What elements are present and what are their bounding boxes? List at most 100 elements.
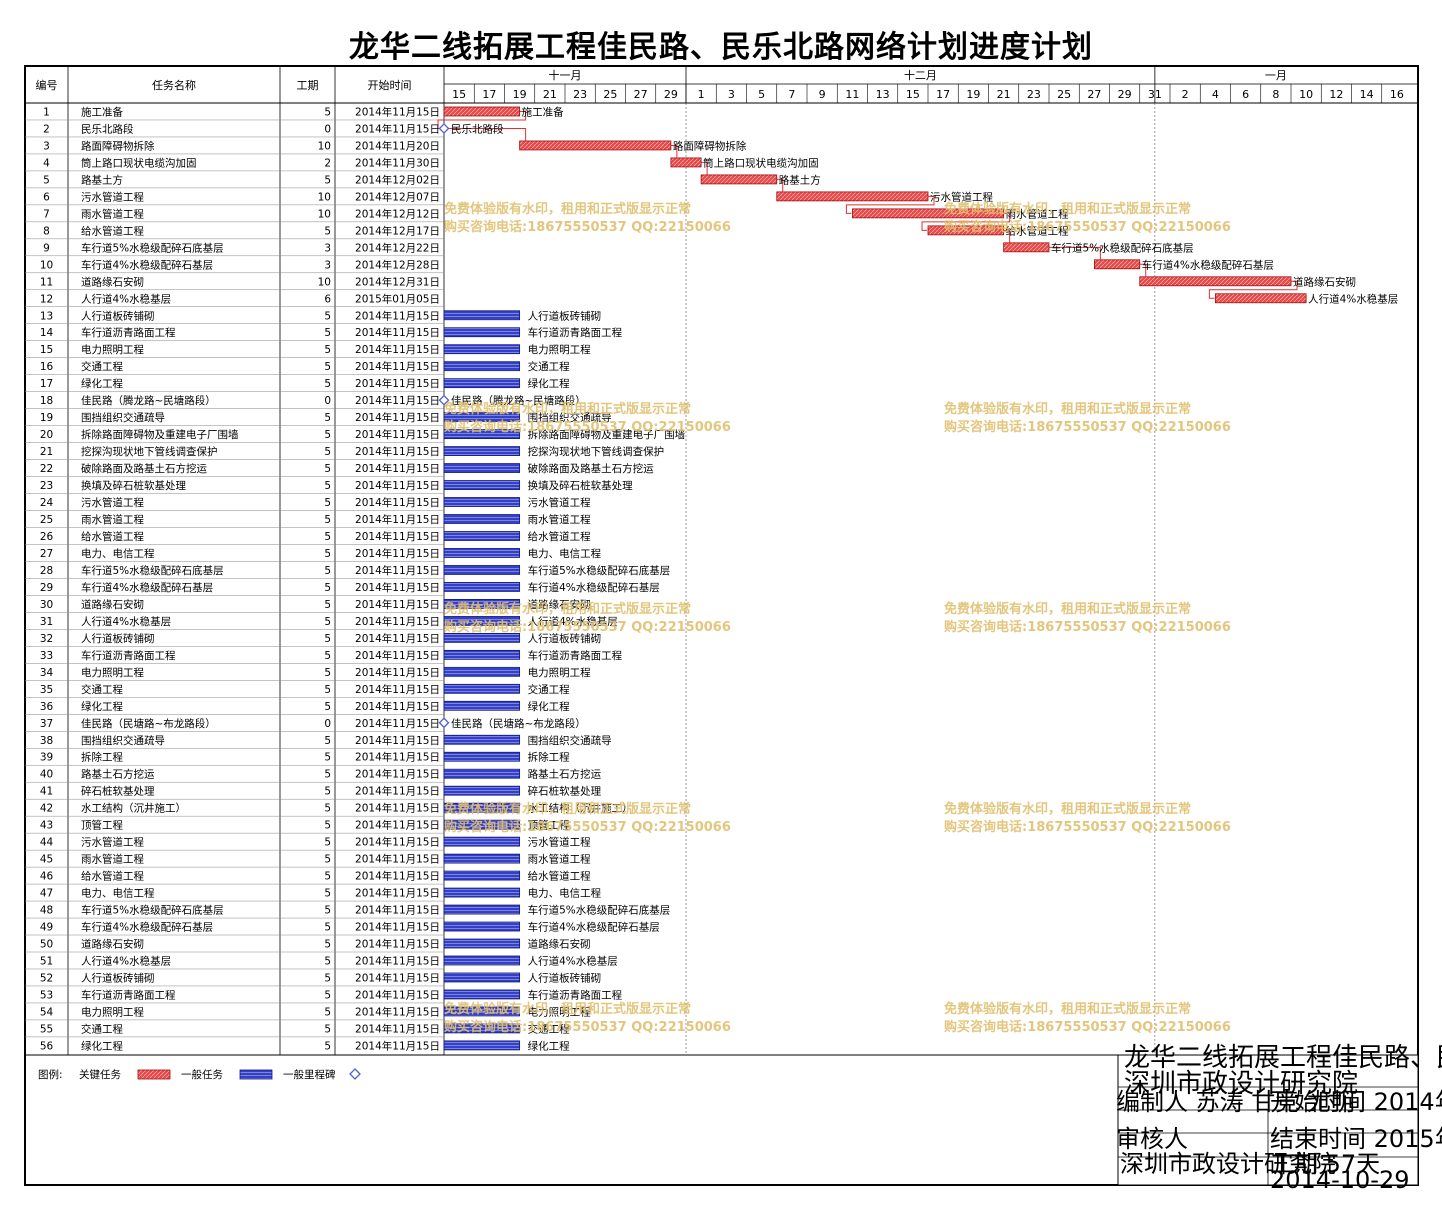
normal-task-bar <box>443 463 521 473</box>
row-start-time: 2014年11月15日 <box>355 904 440 917</box>
task-bar-label: 交通工程 <box>528 683 570 696</box>
task-bar-label: 雨水管道工程 <box>528 513 591 526</box>
row-duration: 5 <box>324 922 331 934</box>
row-task-name: 给水管道工程 <box>81 530 144 543</box>
day-tick-label: 9 <box>819 88 826 101</box>
row-task-name: 绿化工程 <box>81 1039 123 1052</box>
row-id: 18 <box>40 395 53 407</box>
normal-task-bar <box>443 955 521 966</box>
row-duration: 5 <box>324 446 331 458</box>
row-start-time: 2014年11月15日 <box>355 445 440 458</box>
normal-task-bar <box>443 310 521 321</box>
row-task-name: 绿化工程 <box>81 377 123 390</box>
row-id: 14 <box>40 327 54 339</box>
critical-task-bar <box>776 191 929 202</box>
row-id: 27 <box>40 548 53 560</box>
row-start-time: 2014年11月15日 <box>355 394 440 407</box>
normal-task-bar <box>443 649 521 660</box>
row-id: 56 <box>40 1040 54 1052</box>
day-tick-label: 6 <box>1242 88 1249 101</box>
critical-task-bar <box>1093 259 1141 270</box>
row-duration: 3 <box>324 259 331 271</box>
row-start-time: 2014年11月15日 <box>355 122 440 135</box>
row-task-name: 筒上路口现状电缆沟加固 <box>81 156 197 169</box>
row-start-time: 2014年11月15日 <box>355 1039 440 1052</box>
row-start-time: 2014年11月15日 <box>355 462 440 475</box>
month-label: 一月 <box>1265 69 1287 82</box>
normal-task-bar <box>443 683 521 694</box>
task-bar-label: 人行道板砖铺砌 <box>528 309 602 322</box>
row-start-time: 2014年11月15日 <box>355 411 440 424</box>
normal-task-bar <box>443 802 521 813</box>
day-tick-label: 11 <box>845 88 859 101</box>
day-tick-label: 1 <box>698 88 705 101</box>
row-start-time: 2014年11月20日 <box>355 139 440 152</box>
page-title: 龙华二线拓展工程佳民路、民乐北路网络计划进度计划 <box>349 30 1093 65</box>
row-id: 19 <box>40 412 53 424</box>
day-tick-label: 5 <box>758 88 765 101</box>
row-id: 3 <box>43 140 50 152</box>
row-duration: 5 <box>324 327 331 339</box>
normal-task-bar <box>443 344 521 355</box>
dependency-link <box>776 178 784 192</box>
normal-task-bar <box>443 904 521 915</box>
task-bar-label: 道路缘石安砌 <box>1293 275 1356 288</box>
row-task-name: 道路缘石安砌 <box>81 938 144 951</box>
watermark-phone: 购买咨询电话:18675550537 QQ:22150066 <box>444 219 731 235</box>
watermark-text: 免费体验版有水印，租用和正式版显示正常 <box>944 1001 1191 1017</box>
row-id: 52 <box>40 972 53 984</box>
row-id: 21 <box>40 446 53 458</box>
task-bar-label: 车行道5%水稳级配碎石底基层 <box>528 904 671 917</box>
row-task-name: 车行道沥青路面工程 <box>81 649 176 662</box>
row-task-name: 车行道5%水稳级配碎石底基层 <box>81 904 224 917</box>
header-start-time: 开始时间 <box>368 78 412 92</box>
header-id: 编号 <box>36 78 58 92</box>
day-tick-label: 15 <box>906 88 920 101</box>
row-duration: 10 <box>318 140 331 152</box>
row-start-time: 2014年11月15日 <box>355 870 440 883</box>
task-bar-label: 围挡组织交通疏导 <box>528 411 612 424</box>
row-task-name: 污水管道工程 <box>81 190 144 203</box>
watermark-phone: 购买咨询电话:18675550537 QQ:22150066 <box>944 219 1231 235</box>
row-task-name: 人行道4%水稳基层 <box>81 615 171 628</box>
row-start-time: 2014年11月15日 <box>355 428 440 441</box>
row-task-name: 车行道4%水稳级配碎石基层 <box>81 921 213 934</box>
row-start-time: 2014年11月15日 <box>355 598 440 611</box>
task-bar-label: 拆除工程 <box>528 751 570 764</box>
normal-task-bar <box>443 819 521 830</box>
row-id: 20 <box>40 429 53 441</box>
row-start-time: 2014年11月15日 <box>355 479 440 492</box>
row-id: 26 <box>40 531 54 543</box>
row-id: 38 <box>40 735 53 747</box>
task-bar-label: 车行道沥青路面工程 <box>528 649 623 662</box>
task-bar-label: 给水管道工程 <box>528 530 591 543</box>
row-id: 42 <box>40 803 53 815</box>
legend-normal-label: 一般任务 <box>181 1068 223 1081</box>
normal-task-bar <box>443 378 521 389</box>
row-task-name: 电力照明工程 <box>81 666 144 679</box>
row-task-name: 雨水管道工程 <box>81 207 144 220</box>
title-block-date: 2014-10-29 <box>1270 1166 1409 1194</box>
row-task-name: 佳民路（民塘路~布龙路段） <box>81 717 216 730</box>
row-start-time: 2014年11月15日 <box>355 105 440 118</box>
day-tick-label: 23 <box>1027 88 1041 101</box>
critical-task-bar <box>443 106 521 117</box>
row-task-name: 车行道4%水稳级配碎石基层 <box>81 258 213 271</box>
row-id: 7 <box>43 208 50 220</box>
watermark-text: 免费体验版有水印，租用和正式版显示正常 <box>444 601 691 617</box>
row-id: 50 <box>40 939 53 951</box>
normal-task-bar <box>443 497 521 507</box>
row-duration: 5 <box>324 803 331 815</box>
row-id: 22 <box>40 463 53 475</box>
row-id: 23 <box>40 480 53 492</box>
row-id: 16 <box>40 361 54 373</box>
watermark-phone: 购买咨询电话:18675550537 QQ:22150066 <box>444 1019 731 1035</box>
normal-task-bar <box>443 446 521 456</box>
task-bar-label: 顶管工程 <box>528 819 570 832</box>
row-id: 10 <box>40 259 53 271</box>
title-block-end: 结束时间 2015年01月10日 <box>1270 1125 1442 1153</box>
task-bar-label: 人行道4%水稳基层 <box>528 615 618 628</box>
task-bar-label: 污水管道工程 <box>528 496 591 509</box>
title-block-company: 深圳市政设计研究院 <box>1120 1150 1336 1178</box>
task-bar-label: 车行道5%水稳级配碎石底基层 <box>1051 241 1194 254</box>
